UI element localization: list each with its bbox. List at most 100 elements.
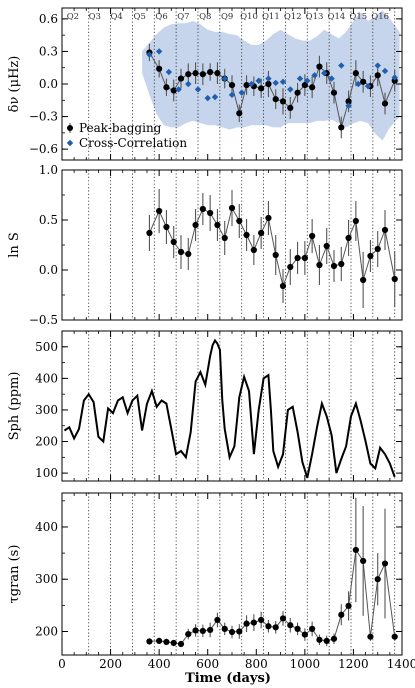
data-point	[367, 252, 374, 260]
data-point	[338, 124, 345, 131]
data-point	[316, 63, 323, 70]
cross-correlation-point	[296, 75, 304, 82]
uncertainty-band	[142, 10, 400, 141]
legend-label-cross-correlation: Cross-Correlation	[79, 136, 187, 150]
data-point	[360, 276, 367, 284]
data-point	[163, 223, 170, 231]
cross-correlation-point	[338, 62, 345, 69]
data-point	[199, 205, 206, 213]
quarter-label: Q3	[89, 12, 101, 22]
cross-correlation-point	[272, 79, 279, 87]
cross-correlation-point	[374, 62, 381, 69]
data-point	[258, 616, 265, 624]
data-point	[301, 254, 308, 262]
data-point	[316, 261, 323, 269]
x-tick-label: 0	[58, 657, 66, 671]
legend-cross-correlation-marker	[66, 139, 74, 147]
cross-correlation-point	[248, 80, 255, 88]
data-point	[381, 100, 389, 107]
data-point	[279, 98, 287, 105]
data-point	[236, 628, 243, 635]
y-tick-label: −0.6	[29, 142, 58, 156]
data-point	[374, 72, 381, 79]
cross-correlation-point	[304, 77, 311, 84]
y-tick-label: 300	[35, 403, 58, 417]
data-point	[236, 217, 243, 225]
data-point	[156, 65, 163, 72]
y-tick-label: 100	[35, 466, 58, 480]
data-point	[330, 262, 338, 270]
data-point	[192, 627, 199, 634]
data-point	[338, 260, 345, 268]
data-point	[177, 75, 185, 82]
data-point	[207, 209, 214, 217]
data-point	[228, 204, 236, 212]
data-point	[265, 623, 272, 630]
data-point	[338, 611, 345, 618]
data-point	[207, 68, 214, 76]
data-point	[258, 85, 265, 92]
panel-frequency-shift: Q2 Q3 Q4 Q5 Q6 Q7 Q8 Q9 Q10 Q11 Q12 Q13 Q14 Q15 Q16 −0.…	[7, 7, 403, 161]
data-point	[185, 71, 192, 78]
y-axis-label: τgran (s)	[7, 545, 22, 604]
data-point	[309, 232, 316, 240]
y-tick-label: 0.0	[39, 263, 58, 277]
data-point	[236, 110, 243, 117]
data-point	[258, 229, 265, 237]
cross-correlation-point	[175, 86, 182, 93]
quarter-label: Q13	[306, 12, 324, 22]
data-point	[301, 631, 308, 638]
quarter-label: Q11	[262, 12, 280, 22]
data-point	[228, 628, 236, 636]
data-point	[192, 221, 199, 229]
panel-ln-s: −0.5 0.0 0.5 1.0 ln S	[7, 163, 403, 327]
cross-correlation-point	[328, 75, 335, 82]
data-point	[345, 602, 352, 609]
data-point	[352, 546, 359, 554]
cross-correlation-point	[238, 89, 245, 96]
data-point	[221, 234, 228, 242]
data-point	[301, 81, 308, 89]
x-tick-label: 600	[196, 657, 219, 671]
cross-correlation-point	[391, 74, 398, 81]
y-tick-label: 300	[35, 572, 58, 586]
cross-correlation-point	[345, 102, 352, 109]
cross-correlation-point	[221, 75, 228, 82]
data-point	[214, 70, 221, 77]
y-tick-label: −0.3	[29, 110, 58, 124]
data-point	[330, 635, 338, 642]
data-point	[163, 638, 170, 646]
data-point	[156, 207, 163, 215]
cross-correlation-point	[204, 94, 211, 102]
y-axis-label: Sph (ppm)	[7, 372, 22, 441]
data-point	[323, 637, 330, 644]
data-point	[294, 254, 301, 262]
data-point	[192, 70, 199, 77]
y-tick-label: 0.3	[39, 44, 58, 58]
cross-correlation-point	[355, 80, 362, 88]
panel-photometric-activity: 100 200 300 400 500 Sph (ppm)	[7, 330, 403, 482]
cross-correlation-point	[265, 75, 272, 82]
data-point	[170, 238, 177, 246]
cross-correlation-point	[364, 82, 372, 90]
data-point	[146, 229, 153, 237]
x-tick-label: 1000	[290, 657, 321, 671]
data-point	[309, 625, 316, 632]
y-tick-label: 200	[35, 435, 58, 449]
series-connector-line	[148, 52, 396, 128]
shared-x-axis: 0 200 400 600 800 1000 1200 1400	[58, 657, 415, 671]
data-point	[170, 87, 177, 94]
data-point	[345, 98, 352, 105]
data-point	[185, 630, 192, 638]
quarter-label: Q4	[110, 12, 122, 22]
data-point	[243, 231, 250, 239]
y-tick-label: 500	[35, 340, 58, 354]
quarter-label: Q6	[155, 12, 167, 22]
data-point	[272, 251, 279, 259]
data-point	[381, 226, 389, 234]
quarter-label: Q5	[134, 12, 146, 22]
data-point	[146, 638, 153, 645]
y-tick-label: 0.6	[39, 12, 58, 26]
cross-correlation-point	[155, 48, 163, 55]
